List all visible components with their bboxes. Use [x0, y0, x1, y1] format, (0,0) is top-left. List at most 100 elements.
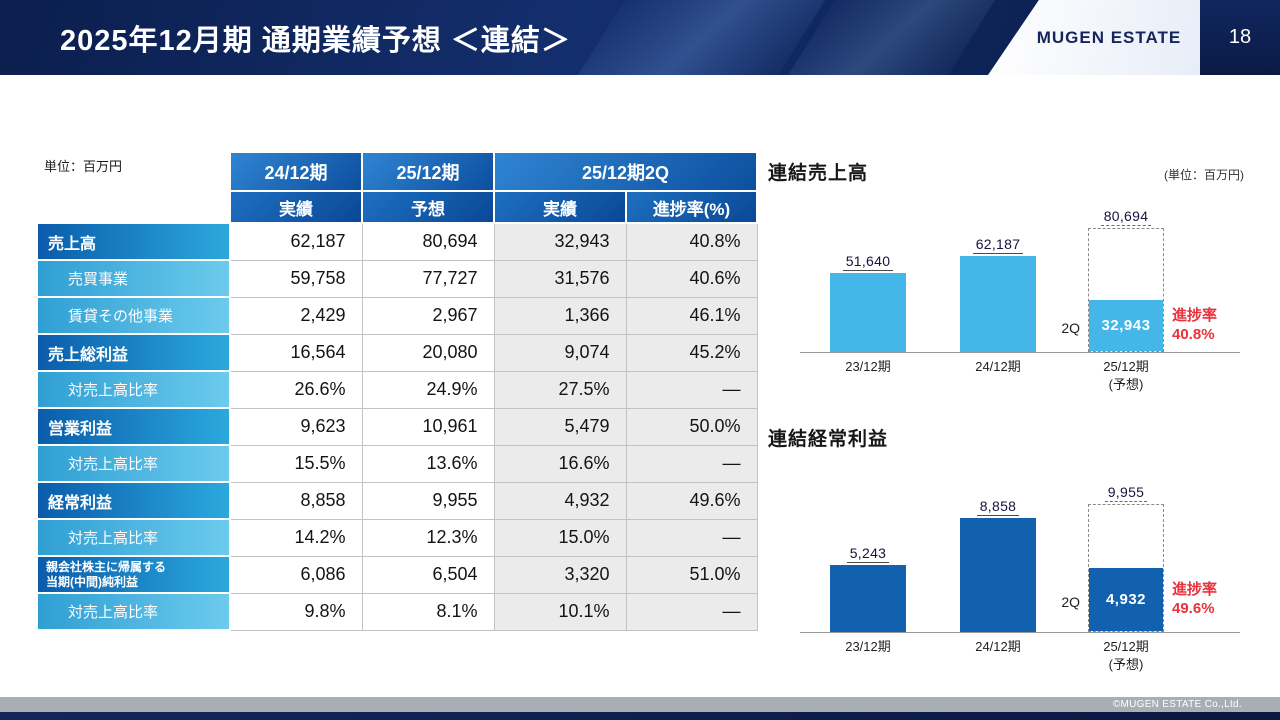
logo-panel: MUGEN ESTATE: [988, 0, 1200, 75]
table-cell: 15.5%: [229, 444, 363, 483]
table-cell: 10.1%: [493, 592, 627, 631]
progress-value: 49.6%: [1172, 600, 1215, 617]
table-cell: 40.8%: [625, 222, 758, 261]
table-row: 対売上高比率 14.2% 12.3% 15.0% —: [38, 518, 758, 557]
bar-value-label-text: 62,187: [972, 236, 1024, 254]
row-label: 対売上高比率: [38, 519, 231, 557]
chart-net-sales: 連結売上高 (単位：百万円) 51,640 62,187 32,943 80,694 2…: [768, 158, 1248, 418]
table-row: 親会社株主に帰属する 当期(中間)純利益 6,086 6,504 3,320 51.0%: [38, 555, 758, 594]
progress-label: 進捗率 40.8%: [1172, 306, 1256, 345]
footer-accent-strip: [0, 712, 1280, 720]
table-cell: 8,858: [229, 481, 363, 520]
q2-label: 2Q: [1061, 593, 1080, 610]
table-cell: 16,564: [229, 333, 363, 372]
table-cell: 2,967: [361, 296, 495, 335]
company-logo: MUGEN ESTATE: [1036, 27, 1182, 47]
table-row: 対売上高比率 9.8% 8.1% 10.1% —: [38, 592, 758, 631]
forecast-bar: 32,943: [1088, 228, 1164, 352]
x-axis-label: 25/12期 (予想): [1103, 639, 1149, 672]
table-cell: 12.3%: [361, 518, 495, 557]
table-row: 営業利益 9,623 10,961 5,479 50.0%: [38, 407, 758, 446]
table-cell: 2,429: [229, 296, 363, 335]
table-row: 賃貸その他事業 2,429 2,967 1,366 46.1%: [38, 296, 758, 335]
table-row: 経常利益 8,858 9,955 4,932 49.6%: [38, 481, 758, 520]
table-cell: 4,932: [493, 481, 627, 520]
forecast-value-label: 80,694: [1081, 208, 1171, 226]
bar-value-label: 62,187: [953, 236, 1043, 254]
footer-copyright: ©MUGEN ESTATE Co.,Ltd.: [1112, 699, 1242, 710]
table-cell: 20,080: [361, 333, 495, 372]
table-cell: 6,504: [361, 555, 495, 594]
actual-bar: [960, 256, 1036, 352]
chart-title: 連結売上高: [768, 163, 869, 184]
row-label: 売上総利益: [38, 334, 231, 372]
table-cell: —: [625, 592, 758, 631]
col-group-header: 24/12期: [230, 153, 363, 192]
sub-header: 実績: [494, 191, 627, 224]
table-cell: 10,961: [361, 407, 495, 446]
forecast-bar: 4,932: [1088, 504, 1164, 632]
sub-header: 予想: [362, 191, 495, 224]
table-cell: 62,187: [229, 222, 363, 261]
table-row: 対売上高比率 26.6% 24.9% 27.5% —: [38, 370, 758, 409]
x-axis-label: 24/12期: [975, 639, 1021, 654]
table-subheader-row: 実績 予想 実績 進捗率(%): [38, 191, 758, 224]
header-bar: 2025年12月期 通期業績予想 ＜連結＞ MUGEN ESTATE 18: [0, 0, 1280, 75]
table-cell: 46.1%: [625, 296, 758, 335]
table-row: 売上高 62,187 80,694 32,943 40.8%: [38, 222, 758, 261]
bar-value-label: 5,243: [823, 545, 913, 563]
bar-value-label: 8,858: [953, 498, 1043, 516]
table-cell: 51.0%: [625, 555, 758, 594]
actual-bar: [830, 273, 906, 352]
bar-value-label-text: 8,858: [976, 498, 1020, 516]
bar-value-label-text: 51,640: [842, 253, 894, 271]
table-cell: 9,955: [361, 481, 495, 520]
header-decoration-streak: [559, 0, 841, 75]
page-number: 18: [1200, 0, 1280, 75]
q2-actual-bar: 4,932: [1089, 568, 1163, 631]
row-label: 営業利益: [38, 408, 231, 446]
table-cell: 1,366: [493, 296, 627, 335]
row-label: 対売上高比率: [38, 371, 231, 409]
row-label: 経常利益: [38, 482, 231, 520]
x-axis-label: 24/12期: [975, 359, 1021, 374]
forecast-value-label: 9,955: [1081, 484, 1171, 502]
table-cell: 32,943: [493, 222, 627, 261]
x-axis-label: 25/12期 (予想): [1103, 359, 1149, 392]
table-cell: 3,320: [493, 555, 627, 594]
table-cell: 9.8%: [229, 592, 363, 631]
progress-caption: 進捗率: [1172, 306, 1218, 324]
table-cell: 9,074: [493, 333, 627, 372]
table-cell: —: [625, 370, 758, 409]
footer-bar: ©MUGEN ESTATE Co.,Ltd.: [0, 697, 1280, 712]
table-cell: 6,086: [229, 555, 363, 594]
table-cell: 8.1%: [361, 592, 495, 631]
forecast-value-label-text: 9,955: [1104, 484, 1148, 502]
x-axis-label: 23/12期: [845, 359, 891, 374]
table-cell: 13.6%: [361, 444, 495, 483]
actual-bar: [960, 518, 1036, 632]
progress-value: 40.8%: [1172, 326, 1215, 343]
chart-ordinary-income: 連結経常利益 5,243 8,858 4,932 9,955 2Q 進捗率 49.6% 23/…: [768, 424, 1248, 684]
table-cell: 49.6%: [625, 481, 758, 520]
col-group-header: 25/12期: [362, 153, 495, 192]
table-header-row: 単位：百万円 24/12期 25/12期 25/12期2Q: [38, 153, 758, 224]
table-cell: 14.2%: [229, 518, 363, 557]
table-row: 売上総利益 16,564 20,080 9,074 45.2%: [38, 333, 758, 372]
row-label: 売上高: [38, 223, 231, 261]
table-cell: 59,758: [229, 259, 363, 298]
progress-label: 進捗率 49.6%: [1172, 580, 1256, 619]
table-cell: —: [625, 518, 758, 557]
bar-value-label-text: 5,243: [846, 545, 890, 563]
table-cell: —: [625, 444, 758, 483]
table-cell: 16.6%: [493, 444, 627, 483]
chart-title: 連結経常利益: [768, 429, 889, 450]
x-axis-label: 23/12期: [845, 639, 891, 654]
q2-actual-bar: 32,943: [1089, 300, 1163, 351]
sub-header: 進捗率(%): [626, 191, 758, 224]
row-label: 売買事業: [38, 260, 231, 298]
chart-plot-area: 51,640 62,187 32,943 80,694 2Q 進捗率 40.8% 23/12期…: [800, 208, 1240, 392]
results-table: 単位：百万円 24/12期 25/12期 25/12期2Q 実績 予想 実績 進…: [38, 153, 758, 631]
table-cell: 15.0%: [493, 518, 627, 557]
